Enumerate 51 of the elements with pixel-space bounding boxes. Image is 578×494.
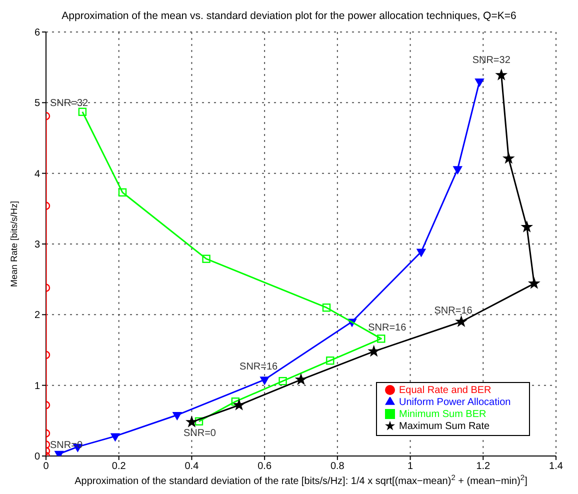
point xyxy=(186,416,197,427)
annotation: SNR=16 xyxy=(434,306,473,317)
legend-label: Minimum Sum BER xyxy=(399,409,486,420)
point xyxy=(453,166,462,174)
legend-label: Uniform Power Allocation xyxy=(399,397,511,408)
point xyxy=(522,222,532,232)
annotation: SNR=16 xyxy=(368,322,407,334)
point xyxy=(194,417,204,426)
point xyxy=(475,78,484,86)
point xyxy=(78,108,87,116)
point xyxy=(456,316,467,326)
x-tick-label: 1.4 xyxy=(549,461,564,472)
point xyxy=(172,412,182,420)
annotation: SNR=16 xyxy=(240,362,278,373)
y-tick-label: 0 xyxy=(34,452,40,463)
point xyxy=(278,376,287,386)
x-tick-label: 1.2 xyxy=(476,461,491,472)
point xyxy=(528,278,540,288)
y-axis-title: Mean Rate [bits/s/Hz] xyxy=(9,200,20,288)
point xyxy=(118,188,127,197)
point xyxy=(368,346,380,356)
x-tick-label: 0.8 xyxy=(330,461,345,472)
x-tick-label: 0.6 xyxy=(258,461,272,472)
x-axis-title: Approximation of the standard deviation of the rate [bits/s/Hz]: 1/4 x sqrt[(max−mean)$^{2}$ + (mean−min)$^{2}$] xyxy=(74,472,528,487)
point xyxy=(377,334,386,343)
point xyxy=(416,248,426,257)
chart-title: Approximation of the mean vs. standard deviation plot for the power allocation techniques, Q=K=6 xyxy=(60,9,518,24)
point xyxy=(296,374,306,384)
x-tick-label: 0 xyxy=(43,461,50,472)
annotation: SNR=32 xyxy=(50,98,89,110)
x-tick-label: 0.4 xyxy=(184,461,200,472)
point xyxy=(234,400,244,410)
y-tick-label: 6 xyxy=(34,28,40,39)
x-tick-label: 0.2 xyxy=(112,461,126,472)
point xyxy=(110,433,120,442)
legend-label: Equal Rate and BER xyxy=(399,385,492,396)
annotation: SNR=32 xyxy=(472,55,511,66)
point xyxy=(322,304,331,312)
y-tick-label: 3 xyxy=(34,240,40,251)
point xyxy=(503,152,514,164)
point xyxy=(260,376,270,385)
y-tick-label: 2 xyxy=(34,310,40,322)
y-tick-label: 1 xyxy=(34,380,40,392)
point xyxy=(202,254,210,263)
annotation: SNR=0 xyxy=(183,428,216,440)
x-tick-label: 1 xyxy=(408,461,414,472)
point xyxy=(496,70,507,80)
y-tick-label: 5 xyxy=(34,98,40,110)
point xyxy=(326,356,334,365)
y-tick-label: 4 xyxy=(34,168,40,180)
legend-label: Maximum Sum Rate xyxy=(399,421,490,432)
